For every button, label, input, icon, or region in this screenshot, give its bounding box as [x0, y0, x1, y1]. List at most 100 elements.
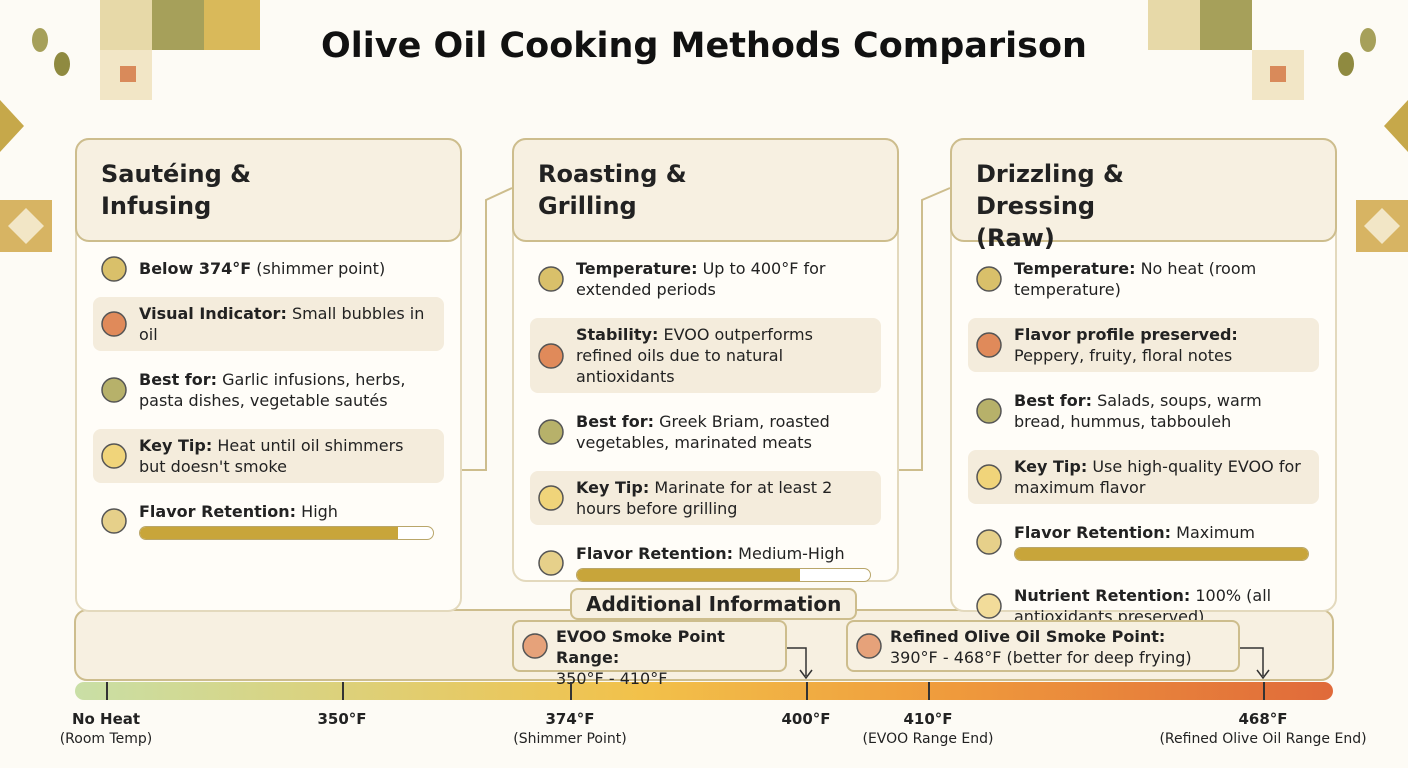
- section-title: Additional Information: [570, 588, 858, 620]
- callout: EVOO Smoke Point Range: 350°F - 410°F: [512, 620, 787, 688]
- item-text: Peppery, fruity, floral notes: [1014, 346, 1233, 365]
- retention-bar: [577, 569, 800, 581]
- item-label: Visual Indicator:: [139, 304, 287, 323]
- item: Flavor profile preserved: Peppery, fruit…: [968, 318, 1319, 372]
- tick-label: 374°F: [545, 710, 595, 728]
- card-header: Roasting & Grilling: [512, 138, 899, 242]
- item-text: Small bubbles in oil: [139, 304, 425, 344]
- item-text: Salads, soups, warm bread, hummus, tabbo…: [1014, 391, 1262, 431]
- callout-label: Refined Olive Oil Smoke Point:: [890, 627, 1166, 646]
- icon: [538, 342, 564, 369]
- icon: [101, 255, 127, 282]
- callout-text: 390°F - 468°F (better for deep frying): [890, 648, 1192, 667]
- icon: [976, 332, 1002, 358]
- title: Olive Oil Cooking Methods Comparison: [321, 26, 1087, 66]
- icon: [538, 485, 564, 511]
- item: Flavor Retention: High: [93, 495, 444, 546]
- item-text: Up to 400°F for extended periods: [576, 259, 826, 299]
- item-text: High: [301, 502, 338, 521]
- item: Below 374°F (shimmer point): [93, 252, 444, 285]
- tick-mark: [106, 682, 108, 700]
- tick-mark: [806, 682, 808, 700]
- item: Visual Indicator: Small bubbles in oil: [93, 297, 444, 351]
- icon: [101, 311, 127, 337]
- icon: [101, 377, 127, 403]
- tick-sublabel: (Refined Olive Oil Range End): [1159, 731, 1367, 747]
- item: Temperature: Up to 400°F for extended pe…: [530, 252, 881, 306]
- retention-track: [1014, 547, 1309, 561]
- item: Best for: Greek Briam, roasted vegetable…: [530, 405, 881, 459]
- item-text: No heat (room temperature): [1014, 259, 1257, 299]
- tick-label: 410°F: [903, 710, 953, 728]
- item-label: Temperature:: [1014, 259, 1136, 278]
- callout-label: EVOO Smoke Point Range:: [556, 627, 725, 667]
- item: Best for: Garlic infusions, herbs, pasta…: [93, 363, 444, 417]
- callout-text: 350°F - 410°F: [556, 669, 668, 688]
- card-header: Sautéing & Infusing: [75, 138, 462, 242]
- item-label: Flavor Retention:: [139, 502, 297, 521]
- item-label: Best for:: [139, 370, 218, 389]
- item-text: Medium-High: [738, 544, 845, 563]
- tick-label: 468°F: [1238, 710, 1288, 728]
- item-label: Best for:: [576, 412, 655, 431]
- icon: [101, 443, 127, 469]
- icon: [538, 549, 564, 576]
- tick-mark: [928, 682, 930, 700]
- icon: [976, 398, 1002, 424]
- card-body: Below 374°F (shimmer point) Visual Indica…: [93, 252, 444, 546]
- tick-mark: [570, 682, 572, 700]
- item-text: Use high-quality EVOO for maximum flavor: [1014, 457, 1301, 497]
- item: Best for: Salads, soups, warm bread, hum…: [968, 384, 1319, 438]
- item-label: Key Tip:: [1014, 457, 1088, 476]
- item-text: Greek Briam, roasted vegetables, marinat…: [576, 412, 830, 452]
- item: Key Tip: Use high-quality EVOO for maxim…: [968, 450, 1319, 504]
- retention-track: [576, 568, 871, 582]
- card-title: Roasting & Grilling: [538, 160, 687, 220]
- item-label: Below 374°F: [139, 259, 252, 278]
- retention-bar: [140, 527, 398, 539]
- item: Temperature: No heat (room temperature): [968, 252, 1319, 306]
- item-label: Flavor profile preserved:: [1014, 325, 1238, 344]
- item-label: Nutrient Retention:: [1014, 586, 1191, 605]
- tick-label: No Heat: [71, 710, 141, 728]
- item: Flavor Retention: Maximum: [968, 516, 1319, 567]
- tick-mark: [1263, 682, 1265, 700]
- tick-sublabel: (EVOO Range End): [862, 731, 994, 747]
- icon: [976, 266, 1002, 292]
- item-text: (shimmer point): [256, 259, 386, 278]
- icon: [976, 593, 1002, 619]
- icon: [538, 419, 564, 445]
- item-label: Key Tip:: [139, 436, 213, 455]
- tick-label: 350°F: [317, 710, 367, 728]
- card-body: Temperature: Up to 400°F for extended pe…: [530, 252, 881, 588]
- card-title: Sautéing & Infusing: [101, 160, 252, 220]
- item-label: Temperature:: [576, 259, 698, 278]
- callout: Refined Olive Oil Smoke Point: 390°F - 46…: [846, 620, 1240, 672]
- icon: [101, 507, 127, 534]
- item-text: Heat until oil shimmers but doesn't smok…: [139, 436, 404, 476]
- item-text: EVOO outperforms refined oils due to nat…: [576, 325, 813, 386]
- item: Key Tip: Marinate for at least 2 hours b…: [530, 471, 881, 525]
- item: Key Tip: Heat until oil shimmers but doe…: [93, 429, 444, 483]
- tick-label: 400°F: [781, 710, 831, 728]
- item: Flavor Retention: Medium-High: [530, 537, 881, 588]
- icon: [976, 464, 1002, 490]
- icon: [522, 633, 548, 659]
- icon: [856, 633, 882, 659]
- item-text: Marinate for at least 2 hours before gri…: [576, 478, 833, 518]
- icon: [538, 266, 564, 292]
- tick-sublabel: (Shimmer Point): [513, 731, 627, 747]
- card: Roasting & Grilling Temperature: Up to 40…: [512, 138, 899, 582]
- card-body: Temperature: No heat (room temperature) F…: [968, 252, 1319, 633]
- icon: [976, 528, 1002, 555]
- item-text: Garlic infusions, herbs, pasta dishes, v…: [139, 370, 406, 410]
- tick-sublabel: (Room Temp): [59, 731, 153, 747]
- item-label: Flavor Retention:: [576, 544, 734, 563]
- card: Drizzling & Dressing (Raw) Temperature: N…: [950, 138, 1337, 626]
- card: Sautéing & Infusing Below 374°F (shimmer …: [75, 138, 462, 612]
- retention-track: [139, 526, 434, 540]
- item-label: Best for:: [1014, 391, 1093, 410]
- item-label: Flavor Retention:: [1014, 523, 1172, 542]
- item-label: Stability:: [576, 325, 659, 344]
